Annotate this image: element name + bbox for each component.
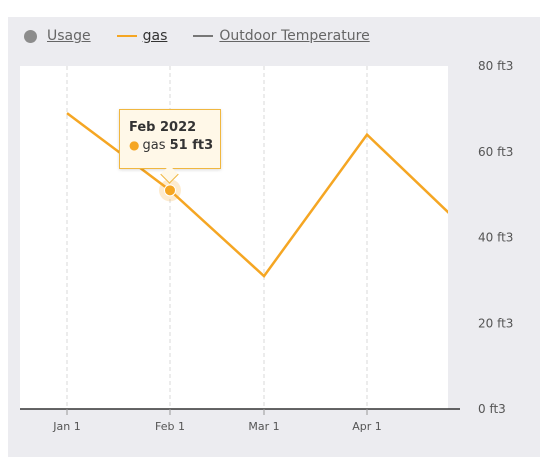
x-tick-label: Mar 1: [248, 420, 279, 433]
y-tick-label: 0 ft3: [478, 402, 506, 416]
plot-area: [20, 66, 448, 409]
temperature-line-icon: [193, 35, 214, 37]
legend-label-usage: Usage: [47, 28, 91, 44]
legend-item-gas[interactable]: gas: [116, 28, 168, 44]
data-tooltip: Feb 2022 ● gas 51 ft3: [119, 109, 221, 184]
x-tick-label: Jan 1: [52, 420, 80, 433]
tooltip-title: Feb 2022: [129, 120, 197, 135]
highlight-point: [164, 184, 176, 197]
y-tick-label: 40 ft3: [478, 231, 513, 245]
x-tick-label: Apr 1: [352, 420, 382, 433]
gas-line-icon: [116, 35, 137, 37]
legend-label-temperature: Outdoor Temperature: [219, 28, 370, 44]
legend-label-gas: gas: [142, 28, 168, 44]
y-tick-label: 60 ft3: [478, 145, 513, 159]
tooltip-value: 51 ft3: [169, 138, 214, 153]
legend-item-usage[interactable]: Usage: [24, 28, 91, 44]
tooltip-series-dot-icon: ●: [129, 138, 140, 152]
hover-layer: [159, 179, 181, 202]
x-axis-ticks: Jan 1 Feb 1 Mar 1 Apr 1: [52, 409, 382, 433]
y-tick-label: 20 ft3: [478, 316, 513, 330]
usage-dot-icon: [24, 29, 37, 43]
y-tick-label: 80 ft3: [478, 59, 513, 73]
x-tick-label: Feb 1: [155, 420, 185, 433]
chart-legend: Usage gas Outdoor Temperature: [24, 26, 396, 46]
y-axis-ticks: 0 ft3 20 ft3 40 ft3 60 ft3 80 ft3: [478, 59, 513, 416]
legend-item-temperature[interactable]: Outdoor Temperature: [193, 28, 370, 44]
tooltip-series-name: gas: [142, 138, 166, 153]
